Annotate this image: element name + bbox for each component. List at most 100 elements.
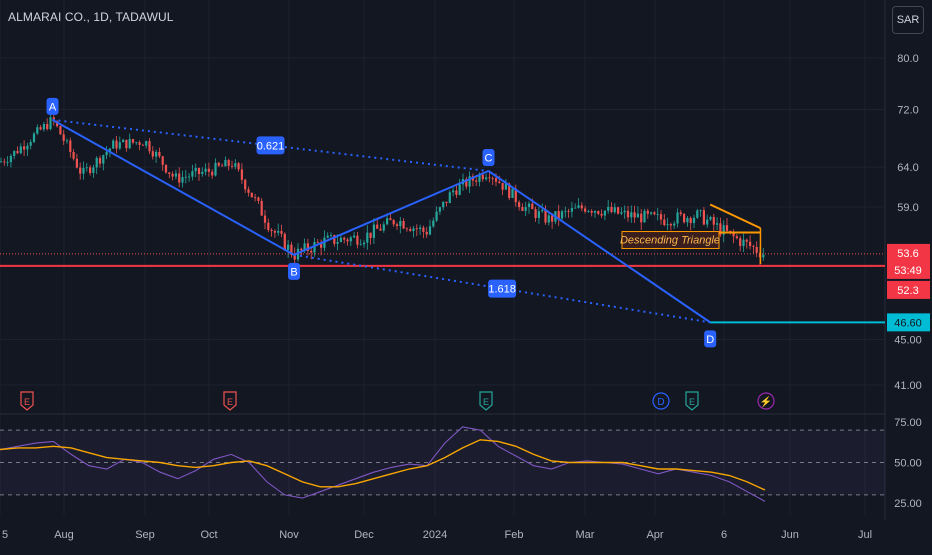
candle-body (343, 237, 346, 240)
candle-body (521, 207, 524, 211)
candle-body (214, 162, 217, 176)
dividend-marker-label: D (657, 397, 664, 408)
candle-body (478, 174, 481, 182)
candle-body (118, 142, 121, 149)
earnings-marker-label: E (24, 397, 30, 407)
candle-body (287, 244, 290, 250)
candle-body (702, 210, 705, 225)
target-price-tag-bg (887, 313, 930, 332)
rsi-tick-label: 50.00 (894, 458, 922, 470)
candle-body (498, 181, 501, 184)
candle-body (481, 174, 484, 180)
candle-body (356, 235, 359, 245)
candle-body (587, 211, 590, 212)
candle-body (191, 171, 194, 177)
pattern-text-box (621, 231, 720, 250)
candle-body (240, 169, 243, 180)
earnings-marker-label: E (227, 397, 233, 407)
candle-body (692, 217, 696, 224)
candle-body (102, 155, 105, 164)
candle-body (491, 178, 494, 179)
candle-body (494, 178, 498, 182)
candle-body (696, 210, 699, 218)
candle-body (570, 208, 573, 212)
candle-body (336, 241, 339, 244)
candle-body (151, 151, 154, 157)
candle-body (217, 162, 220, 166)
candle-body (425, 231, 428, 235)
candle-body (270, 229, 273, 232)
candle-body (643, 210, 646, 223)
candle-body (613, 207, 616, 213)
pattern-point-d-badge (704, 330, 717, 348)
candle-body (32, 133, 36, 143)
triangle-upper-line (709, 203, 761, 230)
candle-body (501, 183, 504, 190)
candle-body (600, 213, 603, 216)
candle-body (6, 162, 9, 163)
candle-body (574, 207, 577, 209)
time-tick-label: Oct (200, 529, 217, 541)
candle-body (376, 224, 379, 229)
price-tick-label: 64.0 (897, 162, 918, 174)
earnings-marker (685, 391, 699, 411)
candle-body (468, 176, 471, 187)
candle-body (138, 142, 141, 145)
candle-body (306, 243, 309, 251)
price-tick-label: 80.0 (897, 53, 918, 65)
candle-body (359, 244, 362, 246)
candle-body (402, 220, 405, 229)
candle-body (75, 158, 78, 168)
ratio-label-bd: 1.618 (488, 284, 516, 296)
earnings-marker (223, 391, 237, 411)
candle-body (610, 206, 613, 213)
candle-body (326, 235, 329, 238)
candle-body (673, 223, 676, 226)
candle-body (339, 237, 342, 242)
candle-body (349, 237, 352, 242)
candle-body (141, 144, 144, 146)
candle-body (174, 173, 177, 177)
candle-body (3, 161, 6, 163)
candle-body (419, 227, 422, 230)
candle-body (524, 207, 527, 211)
time-tick-label: Nov (279, 529, 299, 541)
candle-body (56, 120, 59, 127)
ratio-label-bd-badge (488, 279, 517, 298)
candle-body (23, 146, 26, 150)
candle-body (719, 223, 722, 235)
candle-body (706, 219, 709, 225)
support-price-tag-bg (887, 280, 930, 299)
candle-body (557, 211, 560, 219)
candle-body (640, 213, 643, 223)
candle-body (435, 211, 438, 221)
candle-body (329, 235, 333, 236)
candle-body (98, 157, 102, 164)
candle-body (29, 142, 32, 146)
candle-body (125, 139, 128, 149)
price-tick-label: 59.0 (897, 202, 918, 214)
candle-body (544, 210, 547, 223)
ratio-label-ac: 0.621 (257, 140, 285, 152)
candle-body (267, 222, 270, 230)
earnings-marker-label: E (689, 397, 695, 407)
candle-body (386, 218, 389, 225)
price-tick-label: 45.00 (894, 334, 922, 346)
pattern-leg (52, 118, 295, 256)
candle-body (623, 210, 626, 213)
candle-body (739, 238, 742, 247)
split-marker-label: ⚡ (760, 395, 772, 408)
candle-body (263, 215, 267, 223)
symbol-title: ALMARAI CO., 1D, TADAWUL (8, 10, 174, 24)
candle-body (79, 167, 82, 174)
candle-body (230, 165, 234, 167)
candle-body (508, 183, 511, 198)
candle-body (201, 171, 204, 174)
support-price-tag: 52.3 (897, 285, 918, 297)
currency-button[interactable]: SAR (892, 6, 924, 34)
candle-body (527, 203, 531, 208)
dividend-marker (652, 392, 670, 410)
pattern-point-b-label: B (290, 266, 297, 278)
candle-body (42, 124, 45, 130)
